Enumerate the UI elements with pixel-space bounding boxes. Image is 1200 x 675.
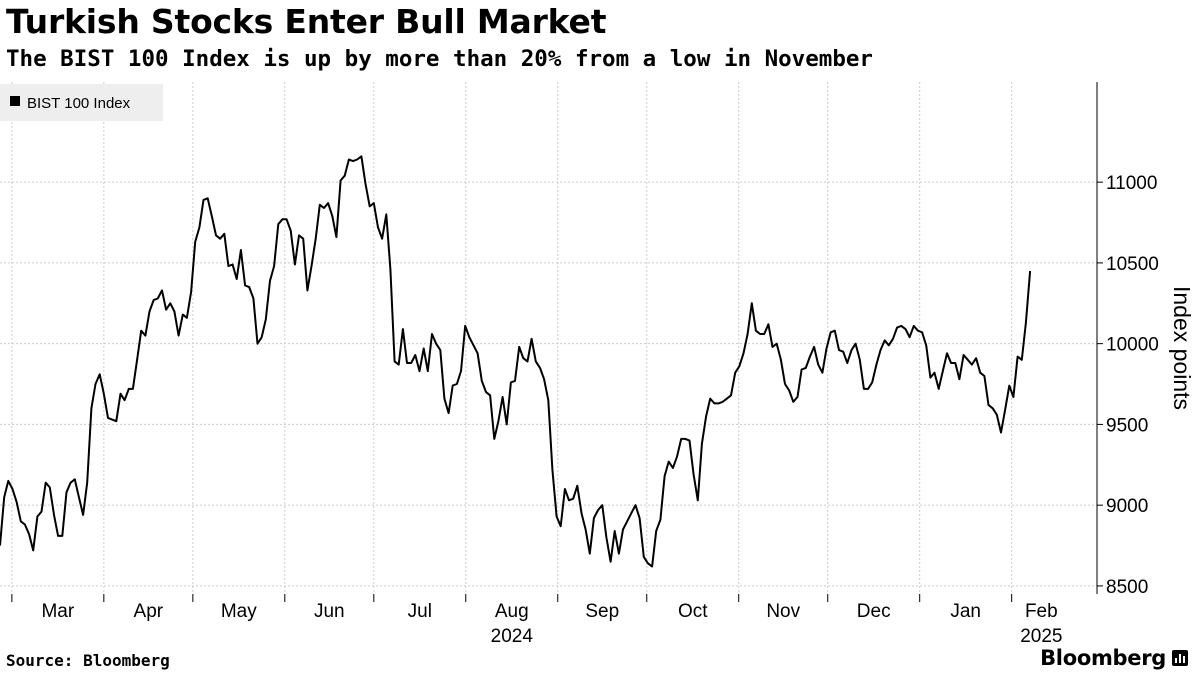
x-tick-label: May xyxy=(221,601,257,622)
x-tick-label: Jan xyxy=(950,601,981,622)
chart-subtitle: The BIST 100 Index is up by more than 20… xyxy=(6,46,873,72)
chart-title: Turkish Stocks Enter Bull Market xyxy=(6,2,607,41)
legend-swatch xyxy=(10,96,20,106)
bloomberg-logo: Bloomberg xyxy=(1040,646,1188,670)
y-tick-label: 10500 xyxy=(1106,254,1159,275)
x-tick-label: Mar xyxy=(41,601,74,622)
source-note: Source: Bloomberg xyxy=(6,651,170,670)
x-tick-label: Aug xyxy=(495,601,529,622)
x-tick-label: Dec xyxy=(857,601,891,622)
legend-box xyxy=(0,84,163,121)
x-tick-label: Jul xyxy=(408,601,432,622)
x-tick-label: Oct xyxy=(678,601,708,622)
y-tick-label: 9000 xyxy=(1106,496,1148,517)
brand-text: Bloomberg xyxy=(1040,646,1166,670)
y-tick-label: 11000 xyxy=(1106,173,1157,194)
bar-chart-icon xyxy=(1172,650,1188,666)
y-tick-label: 9500 xyxy=(1106,415,1148,436)
y-tick-label: 10000 xyxy=(1106,335,1159,356)
x-tick-label: Sep xyxy=(585,601,619,622)
x-year-label: 2025 xyxy=(1020,626,1062,647)
x-tick-label: Nov xyxy=(766,601,800,622)
y-axis-title: Index points xyxy=(1169,286,1195,410)
x-tick-label: Jun xyxy=(314,601,345,622)
series-line-bist-100 xyxy=(0,155,1032,568)
legend-label: BIST 100 Index xyxy=(27,95,131,112)
y-tick-label: 8500 xyxy=(1106,577,1148,598)
x-tick-label: Feb xyxy=(1025,601,1058,622)
x-year-label: 2024 xyxy=(491,626,534,647)
x-tick-label: Apr xyxy=(134,601,164,622)
